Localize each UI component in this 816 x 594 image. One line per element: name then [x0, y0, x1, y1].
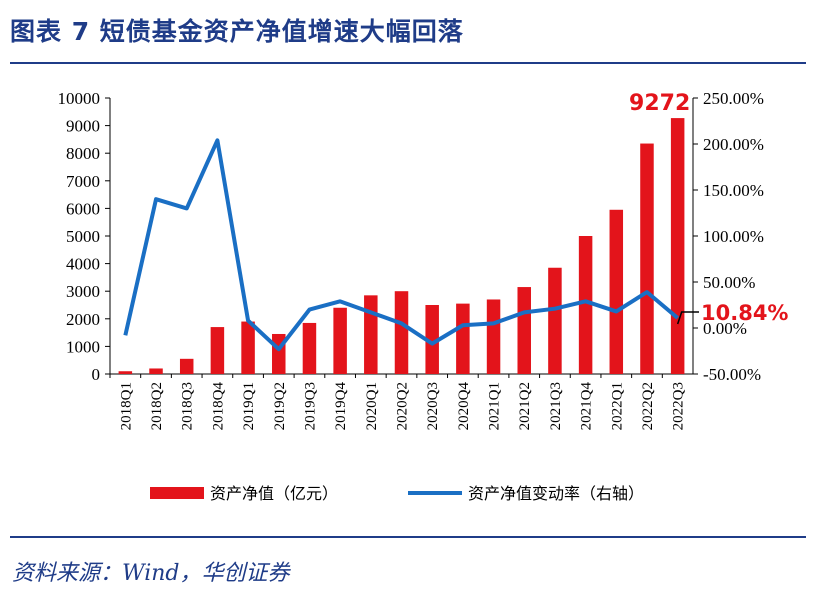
category-label: 2021Q2 [517, 382, 533, 430]
title-divider [10, 62, 806, 64]
category-label: 2022Q2 [640, 382, 656, 430]
bar-2020Q1 [364, 295, 378, 374]
bar-series [118, 118, 685, 374]
category-label: 2020Q3 [425, 382, 441, 430]
right-tick-label: 50.00% [703, 273, 755, 292]
right-tick-label: 100.00% [703, 227, 764, 246]
left-tick-label: 5000 [66, 227, 100, 246]
bar-2021Q3 [548, 267, 562, 374]
right-tick-label: 200.00% [703, 135, 764, 154]
bar-2022Q2 [640, 143, 654, 374]
bar-2021Q1 [486, 299, 501, 374]
left-tick-label: 8000 [66, 144, 100, 163]
right-tick-label: 150.00% [703, 181, 764, 200]
left-tick-label: 0 [92, 365, 101, 384]
category-label: 2019Q3 [302, 382, 318, 430]
line-series [123, 138, 679, 352]
legend-bar-swatch [150, 487, 204, 499]
category-label: 2022Q1 [609, 382, 625, 430]
category-label: 2018Q1 [118, 382, 134, 430]
bar-2019Q1 [241, 321, 255, 374]
bar-2020Q3 [425, 305, 439, 374]
category-label: 2018Q3 [180, 382, 196, 430]
left-tick-label: 4000 [66, 255, 100, 274]
legend-line-label: 资产净值变动率（右轴） [468, 484, 644, 503]
bar-2018Q4 [210, 327, 225, 374]
bar-2022Q1 [609, 209, 624, 374]
left-tick-label: 3000 [66, 282, 100, 301]
bar-2018Q1 [118, 371, 133, 374]
annotations: 9272 10.84% [629, 91, 788, 325]
bar-2018Q2 [149, 368, 163, 374]
bar-2019Q4 [333, 307, 347, 374]
left-tick-label: 2000 [66, 310, 100, 329]
bar-2019Q3 [302, 322, 317, 374]
right-axis-ticks: -50.00% 0.00% 50.00% 100.00% 150.00% 200.00% 2… [693, 89, 764, 384]
category-label: 2021Q3 [548, 382, 564, 430]
left-tick-label: 10000 [58, 89, 101, 108]
left-axis-ticks: 0 1000 2000 3000 4000 5000 6000 7000 8000 9000 100… [58, 89, 110, 384]
category-label: 2018Q4 [210, 382, 226, 431]
category-label: 2021Q4 [579, 382, 595, 431]
line-label-leader [676, 311, 699, 325]
bar-2018Q3 [179, 358, 194, 374]
page-title: 图表 7 短债基金资产净值增速大幅回落 [10, 17, 464, 46]
right-tick-label: 250.00% [703, 89, 764, 108]
left-tick-label: 1000 [66, 337, 100, 356]
left-tick-label: 6000 [66, 199, 100, 218]
category-label: 2019Q2 [272, 382, 288, 430]
category-label: 2022Q3 [671, 382, 687, 430]
bar-2021Q2 [517, 287, 531, 374]
legend-bar-label: 资产净值（亿元） [210, 484, 338, 503]
left-tick-label: 7000 [66, 172, 100, 191]
bar-2022Q3 [670, 118, 685, 374]
left-tick-label: 9000 [66, 117, 100, 136]
chart: 0 1000 2000 3000 4000 5000 6000 7000 8000 9000 100… [58, 89, 789, 503]
category-labels: 2018Q1 2018Q2 2018Q3 2018Q4 2019Q1 2019Q2 2019… [109, 374, 687, 431]
category-label: 2020Q1 [364, 382, 380, 430]
last-bar-label: 9272 [629, 91, 690, 116]
bar-2021Q4 [578, 236, 593, 374]
last-line-label: 10.84% [701, 301, 788, 325]
footer-divider [10, 536, 806, 538]
bar-2020Q2 [394, 291, 409, 374]
right-tick-label: -50.00% [703, 365, 761, 384]
category-label: 2021Q1 [487, 382, 503, 430]
bar-2020Q4 [456, 303, 470, 374]
legend: 资产净值（亿元） 资产净值变动率（右轴） [150, 484, 644, 503]
right-tick-label: 0.00% [703, 319, 747, 338]
category-label: 2020Q2 [395, 382, 411, 430]
source-note: 资料来源：Wind，华创证券 [12, 561, 290, 586]
category-label: 2018Q2 [149, 382, 165, 430]
category-label: 2019Q4 [333, 382, 349, 431]
category-label: 2020Q4 [456, 382, 472, 431]
category-label: 2019Q1 [241, 382, 257, 430]
